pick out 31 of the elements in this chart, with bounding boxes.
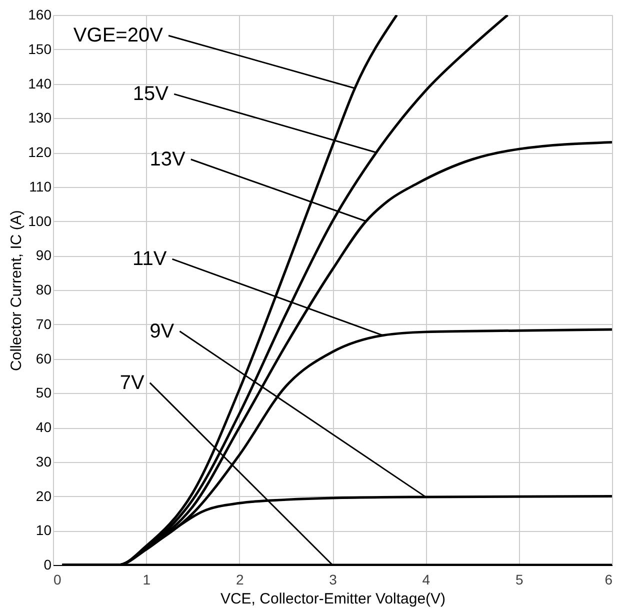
annotation: VGE=20V bbox=[73, 24, 164, 47]
annotation: 13V bbox=[150, 148, 186, 170]
x-axis-title: VCE, Collector-Emitter Voltage(V) bbox=[220, 590, 446, 608]
x-tick-label: 6 bbox=[604, 572, 613, 588]
x-tick-label: 2 bbox=[236, 572, 244, 588]
y-tick-label: 110 bbox=[29, 178, 52, 194]
y-tick-label: 150 bbox=[28, 40, 52, 57]
y-tick-label: 90 bbox=[36, 247, 52, 264]
y-tick-label: 0 bbox=[44, 556, 52, 572]
annotation: 11V bbox=[132, 248, 168, 270]
annotation: 9V bbox=[150, 320, 175, 342]
y-tick-label: 140 bbox=[28, 75, 52, 92]
x-tick-label: 4 bbox=[422, 572, 430, 588]
annotation: 7V bbox=[120, 372, 145, 394]
y-tick-label: 160 bbox=[28, 6, 52, 22]
y-tick-label: 20 bbox=[36, 488, 52, 504]
x-tick-label: 3 bbox=[329, 572, 338, 588]
x-tick-label: 1 bbox=[142, 572, 151, 588]
y-tick-label: 30 bbox=[36, 453, 52, 470]
y-tick-label: 40 bbox=[36, 419, 52, 435]
y-tick-label: 60 bbox=[36, 350, 52, 366]
annotation: 15V bbox=[132, 83, 170, 106]
y-tick-label: 120 bbox=[28, 144, 52, 160]
y-tick-label: 80 bbox=[36, 282, 52, 298]
y-tick-label: 130 bbox=[28, 110, 52, 126]
y-tick-label: 10 bbox=[36, 522, 52, 538]
x-tick-label: 5 bbox=[515, 572, 524, 588]
y-tick-label: 50 bbox=[36, 384, 52, 401]
y-axis-title: Collector Current, IC (A) bbox=[8, 210, 26, 371]
y-tick-label: 100 bbox=[28, 212, 52, 229]
y-tick-label: 70 bbox=[36, 316, 52, 332]
